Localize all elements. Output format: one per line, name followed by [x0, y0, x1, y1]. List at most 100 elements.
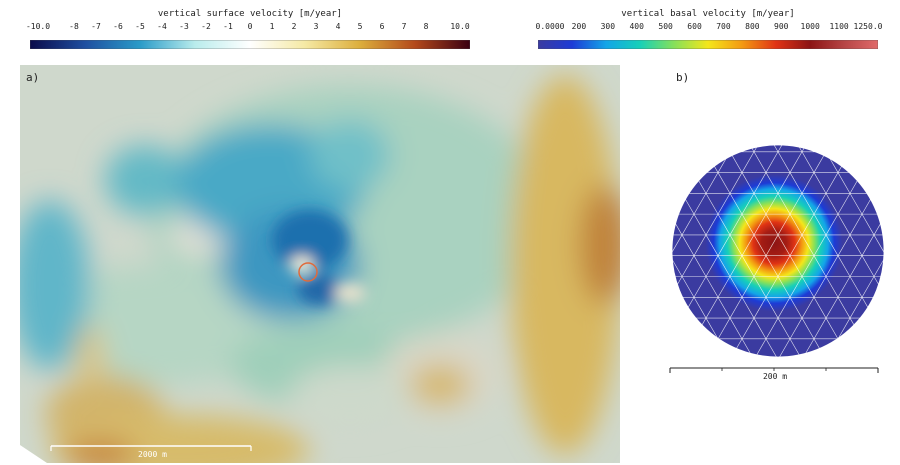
mesh-edge [693, 255, 707, 277]
colorbar-tick-label: 5 [357, 22, 363, 31]
mesh-edge [837, 193, 851, 215]
mesh-edge [861, 145, 875, 152]
mesh-edge [777, 151, 791, 173]
colorbar-tick-label: 400 [629, 22, 644, 31]
mesh-edge [681, 317, 695, 339]
mesh-edge [672, 145, 683, 152]
mesh-edge [681, 213, 695, 236]
mesh-edge [693, 297, 707, 319]
mesh-edge [801, 234, 815, 256]
mesh-edge [777, 172, 791, 194]
mesh-edge [765, 151, 779, 173]
mesh-edge [765, 297, 779, 319]
mesh-edge [789, 145, 803, 152]
mesh-edge [693, 145, 707, 152]
mesh-edge [801, 317, 815, 339]
mesh-edge [729, 234, 743, 256]
basal-colorbar [538, 40, 878, 49]
mesh-edge [837, 338, 851, 357]
mesh-edge [837, 172, 851, 194]
mesh-edge [873, 213, 884, 236]
mesh-edge [765, 338, 779, 357]
mesh-edge [801, 255, 815, 277]
mesh-edge [672, 255, 683, 277]
colorbar-tick-label: 600 [687, 22, 702, 31]
mesh-edge [873, 151, 884, 173]
mesh-edge [705, 172, 719, 194]
panel-b-scale-bar [669, 367, 879, 373]
mesh-edge [681, 151, 695, 173]
surface-colorbar-ticks: -10.0 -8 -7 -6 -5 -4 -3 -2 -1 0 1 2 3 4 5 6 7 8 10.0 [26, 22, 470, 34]
mesh-edge [705, 297, 719, 319]
mesh-edge [729, 255, 743, 277]
colorbar-tick-label: 200 [571, 22, 587, 31]
mesh-edge [681, 255, 695, 277]
mesh-edge [789, 234, 803, 256]
mesh-edge [693, 234, 707, 256]
mesh-edge [777, 193, 791, 215]
mesh-edge [729, 276, 743, 298]
mesh-edge [729, 172, 743, 194]
mesh-edge [777, 276, 791, 298]
mesh-edge [861, 213, 875, 236]
colorbar-tick-label: 0.0000 [535, 22, 565, 31]
mesh-edge [849, 213, 863, 236]
colorbar-tick-label: -3 [179, 22, 189, 31]
colorbar-tick-label: 3 [313, 22, 319, 31]
mesh-edge [825, 234, 839, 256]
panel-a-scale-bar [50, 445, 252, 451]
mesh-edge [825, 297, 839, 319]
colorbar-tick-label: -6 [113, 22, 123, 31]
colorbar-tick-label: 6 [379, 22, 385, 31]
mesh-edge [825, 213, 839, 236]
mesh-edge [672, 172, 683, 194]
mesh-edge [837, 276, 851, 298]
mesh-edge [801, 213, 815, 236]
colorbar-tick-label: 4 [335, 22, 341, 31]
mesh-edge [717, 172, 731, 194]
mesh-edge [813, 145, 827, 152]
mesh-edge [753, 193, 767, 215]
mesh-edge [753, 234, 767, 256]
mesh-edge [837, 145, 851, 152]
mesh-edge [705, 213, 719, 236]
mesh-edge [789, 151, 803, 173]
colorbar-tick-label: -2 [201, 22, 211, 31]
mesh-edge [765, 255, 779, 277]
mesh-edge [789, 255, 803, 277]
colorbar-tick-label: -4 [157, 22, 167, 31]
mesh-edge [825, 276, 839, 298]
mesh-edge [705, 234, 719, 256]
colorbar-tick-label: 2 [291, 22, 297, 31]
colorbar-tick-label: 300 [600, 22, 616, 31]
panel-a-label: a) [26, 71, 40, 84]
mesh-edge [765, 145, 779, 152]
mesh-edge [753, 297, 767, 319]
mesh-edge [789, 213, 803, 236]
mesh-edge [741, 317, 755, 339]
mesh-edge [813, 297, 827, 319]
mesh-edge [813, 276, 827, 298]
mesh-edge [753, 317, 767, 339]
mesh-edge [801, 193, 815, 215]
mesh-edge [681, 234, 695, 256]
mesh-edge [777, 338, 791, 357]
colorbar-tick-label: 1000 [800, 22, 820, 31]
surface-colorbar [30, 40, 470, 49]
mesh-edge [717, 276, 731, 298]
mesh-edge [837, 297, 851, 319]
mesh-edge [789, 193, 803, 215]
mesh-edge [705, 193, 719, 215]
mesh-edge [873, 297, 884, 319]
mesh-edge [753, 151, 767, 173]
mesh-edge [813, 193, 827, 215]
mesh-edge [753, 276, 767, 298]
mesh-edge [753, 255, 767, 277]
mesh-edge [777, 234, 791, 256]
mesh-edge [873, 172, 884, 194]
mesh-edge [849, 145, 863, 152]
mesh-edge [672, 213, 683, 236]
mesh-edge [717, 317, 731, 339]
mesh-edge [813, 234, 827, 256]
mesh-edge [789, 297, 803, 319]
